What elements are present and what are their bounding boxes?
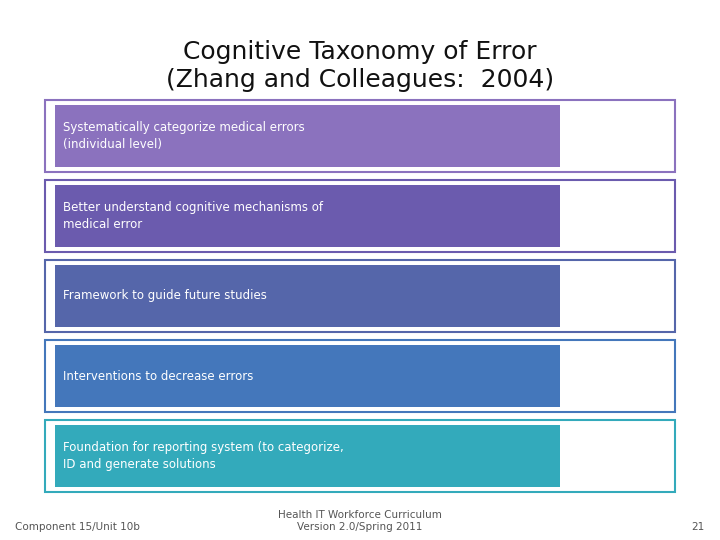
Bar [55,425,560,487]
Text: (Zhang and Colleagues:  2004): (Zhang and Colleagues: 2004) [166,68,554,92]
Text: Systematically categorize medical errors
(individual level): Systematically categorize medical errors… [63,122,305,151]
Text: Component 15/Unit 10b: Component 15/Unit 10b [15,522,140,532]
Text: Framework to guide future studies: Framework to guide future studies [63,289,267,302]
Bar [55,345,560,407]
Bar [55,185,560,247]
Text: 21: 21 [692,522,705,532]
Bar [45,340,675,412]
Text: Better understand cognitive mechanisms of
medical error: Better understand cognitive mechanisms o… [63,201,323,231]
Bar [45,260,675,332]
Text: Interventions to decrease errors: Interventions to decrease errors [63,369,253,382]
Bar [55,105,560,167]
Text: Cognitive Taxonomy of Error: Cognitive Taxonomy of Error [183,40,537,64]
Bar [55,265,560,327]
Bar [45,420,675,492]
Bar [45,100,675,172]
Text: Health IT Workforce Curriculum
Version 2.0/Spring 2011: Health IT Workforce Curriculum Version 2… [278,510,442,532]
Text: Foundation for reporting system (to categorize,
ID and generate solutions: Foundation for reporting system (to cate… [63,441,343,471]
Bar [45,180,675,252]
